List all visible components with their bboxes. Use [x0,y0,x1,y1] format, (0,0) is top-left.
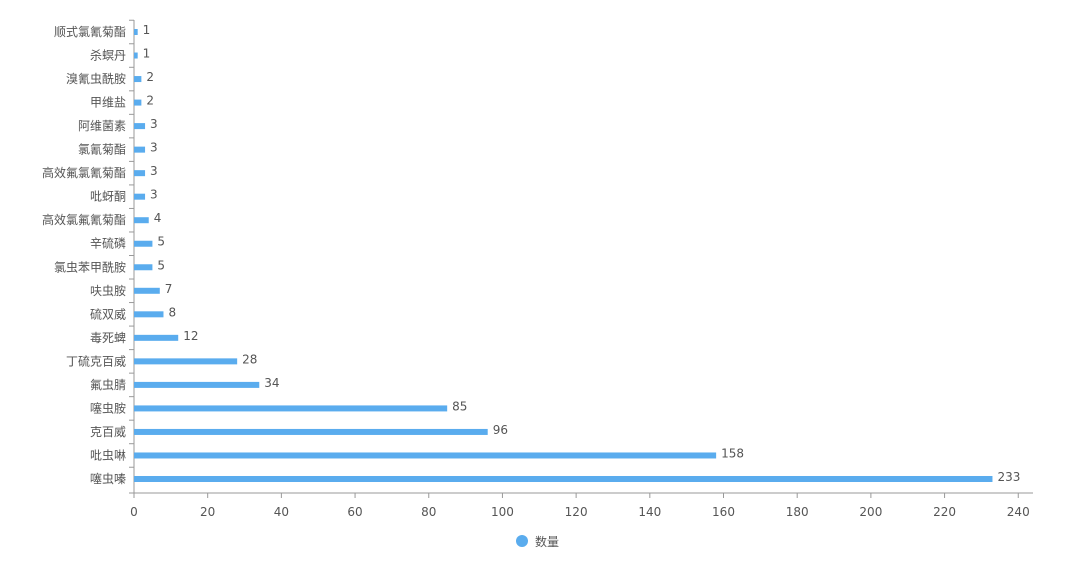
category-label: 吡蚜酮 [90,189,126,204]
x-tick-label: 220 [933,505,956,519]
data-label: 2 [146,70,154,84]
x-tick-label: 80 [421,505,436,519]
category-label: 氯虫苯甲酰胺 [54,260,126,274]
category-label: 顺式氯氰菊酯 [54,24,126,39]
data-label: 3 [150,117,158,131]
category-label: 呋虫胺 [90,284,126,298]
bar[interactable] [134,358,238,365]
y-axis: 顺式氯氰菊酯杀螟丹溴氰虫酰胺甲维盐阿维菌素氯氰菊酯高效氟氯氰菊酯吡蚜酮高效氯氟氰… [42,19,135,494]
data-label: 3 [150,141,158,155]
bar[interactable] [134,52,138,59]
x-tick-label: 200 [859,505,882,519]
data-label: 85 [452,399,467,413]
data-label: 12 [183,329,198,343]
category-label: 克百威 [90,425,126,439]
bar[interactable] [134,287,160,294]
legend[interactable]: 数量 [516,534,559,549]
bar[interactable] [134,170,146,177]
category-label: 噻虫胺 [90,400,126,415]
category-label: 噻虫嗪 [90,471,126,486]
category-label: 溴氰虫酰胺 [66,71,126,86]
data-label: 96 [493,423,508,437]
data-label: 2 [146,94,154,108]
x-tick-label: 0 [130,505,138,519]
x-tick-label: 160 [712,505,735,519]
x-tick-label: 240 [1007,505,1030,519]
bar[interactable] [134,381,260,388]
category-label: 阿维菌素 [78,119,126,133]
bar[interactable] [134,217,149,224]
bar[interactable] [134,428,488,435]
x-tick-label: 60 [347,505,362,519]
bar[interactable] [134,452,717,459]
data-label: 1 [143,23,151,37]
x-tick-label: 120 [565,505,588,519]
x-tick-label: 100 [491,505,514,519]
x-tick-label: 180 [786,505,809,519]
data-label: 5 [157,235,165,249]
bar[interactable] [134,29,138,35]
category-label: 吡虫啉 [90,448,126,462]
bar[interactable] [134,193,146,200]
category-label: 高效氟氯氰菊酯 [42,165,126,180]
data-label: 1 [143,47,151,61]
data-label: 28 [242,352,257,366]
bar[interactable] [134,123,146,130]
bar[interactable] [134,99,142,106]
legend-label[interactable]: 数量 [535,534,559,549]
category-label: 氟虫腈 [90,378,126,392]
category-label: 氯氰菊酯 [78,142,126,157]
data-label: 4 [154,211,162,225]
data-label: 3 [150,164,158,178]
data-label: 233 [997,470,1020,484]
data-label: 5 [157,258,165,272]
category-label: 杀螟丹 [90,48,126,63]
bar[interactable] [134,146,146,153]
data-label: 8 [168,305,176,319]
category-label: 毒死蜱 [90,330,126,345]
bar[interactable] [134,240,153,247]
data-label: 3 [150,188,158,202]
data-label: 34 [264,376,279,390]
bar[interactable] [134,264,153,271]
bar[interactable] [134,334,179,341]
category-label: 辛硫磷 [90,236,126,251]
bar[interactable] [134,476,993,482]
x-tick-label: 20 [200,505,215,519]
legend-marker-icon[interactable] [516,535,528,547]
category-label: 高效氯氟氰菊酯 [42,212,126,227]
x-tick-label: 40 [274,505,289,519]
x-tick-label: 140 [638,505,661,519]
data-label: 7 [165,282,173,296]
category-label: 甲维盐 [90,96,126,110]
data-label: 158 [721,446,744,460]
bar[interactable] [134,311,164,318]
bar[interactable] [134,76,142,83]
bar[interactable] [134,405,448,412]
category-label: 丁硫克百威 [66,353,126,368]
category-label: 硫双威 [90,306,126,321]
x-axis: 0 20 40 60 80 100 120 140 160 180 200 220 240 [130,492,1033,519]
